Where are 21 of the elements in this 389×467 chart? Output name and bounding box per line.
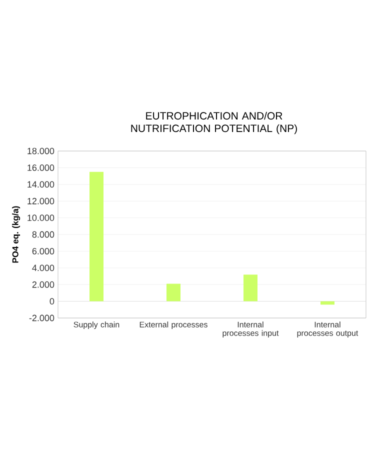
- y-tick-label: 10.000: [28, 214, 54, 221]
- y-tick-label: 6.000: [32, 248, 54, 254]
- x-tick-label: External processes: [140, 322, 208, 329]
- y-tick-label: 4.000: [32, 264, 54, 272]
- y-tick-label: 2.000: [32, 281, 54, 288]
- y-tick-label: 16.000: [28, 164, 54, 171]
- y-tick-label: -2.000: [29, 314, 54, 322]
- y-tick-label: 14.000: [28, 181, 54, 188]
- x-tick-label: Supply chain: [74, 322, 120, 329]
- bar: [166, 284, 180, 302]
- y-tick-label: 0: [50, 298, 54, 304]
- x-tick-label: Internal processes input: [222, 322, 279, 338]
- y-tick-label: 8.000: [32, 231, 54, 238]
- y-tick-label: 18.000: [28, 148, 54, 154]
- bar: [243, 274, 258, 302]
- y-axis-title: PO4 eq. (kg/a): [12, 206, 20, 263]
- chart-title: EUTROPHICATION AND/OR NUTRIFICATION POTENTIAL (NP): [131, 112, 297, 134]
- x-tick-label: Internal processes output: [297, 322, 358, 338]
- y-tick-label: 12.000: [28, 198, 54, 204]
- bar: [90, 172, 104, 302]
- bar: [320, 301, 334, 305]
